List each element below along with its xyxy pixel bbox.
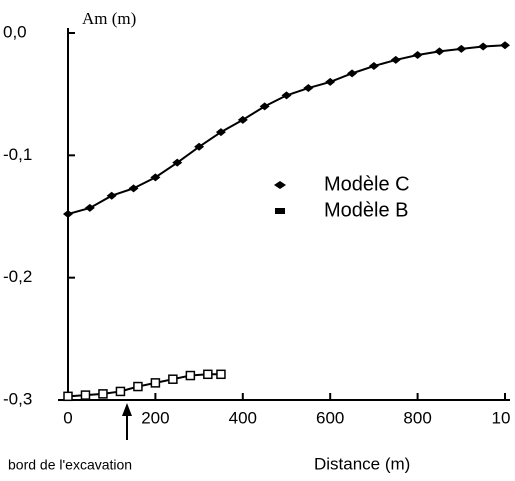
point [185, 370, 196, 381]
point [478, 42, 489, 51]
legend-marker [274, 181, 286, 189]
point [84, 203, 95, 212]
point [63, 391, 73, 402]
point [216, 369, 226, 380]
x-tick-label: 10 [492, 408, 511, 427]
point [281, 91, 292, 100]
point [215, 128, 226, 137]
x-tick-label: 600 [316, 408, 344, 427]
legend-label: Modèle C [324, 173, 410, 195]
point [150, 378, 161, 388]
point [168, 374, 178, 384]
point [63, 210, 73, 219]
y-tick-label: 0,0 [3, 22, 27, 41]
point [325, 77, 336, 86]
point [368, 62, 379, 71]
point [115, 386, 126, 397]
point [434, 47, 445, 56]
point [150, 173, 161, 182]
point [456, 44, 467, 53]
y-axis-label: Am (m) [82, 9, 136, 28]
y-tick-label: -0,1 [3, 145, 32, 164]
point [500, 41, 510, 50]
legend-marker [275, 208, 285, 214]
point [98, 389, 108, 399]
legend-label: Modèle B [324, 199, 409, 221]
point [172, 158, 183, 167]
point [259, 102, 270, 111]
point [133, 381, 143, 392]
x-tick-label: 200 [141, 408, 169, 427]
x-axis-label: Distance (m) [314, 454, 410, 473]
point [412, 51, 423, 60]
point [237, 115, 248, 124]
x-tick-label: 400 [229, 408, 257, 427]
point [80, 390, 91, 400]
point [128, 184, 139, 193]
y-tick-label: -0,2 [3, 267, 32, 286]
series-line [67, 373, 221, 398]
point [106, 191, 117, 200]
point [194, 142, 205, 151]
y-tick-label: -0,3 [3, 389, 32, 408]
point [390, 55, 401, 64]
point [347, 69, 358, 78]
x-tick-label: 0 [63, 408, 72, 427]
point [203, 369, 213, 380]
point [303, 84, 314, 93]
x-tick-label: 800 [403, 408, 431, 427]
annotation: bord de l'excavation [8, 457, 132, 473]
annotation-arrowhead [121, 403, 132, 416]
